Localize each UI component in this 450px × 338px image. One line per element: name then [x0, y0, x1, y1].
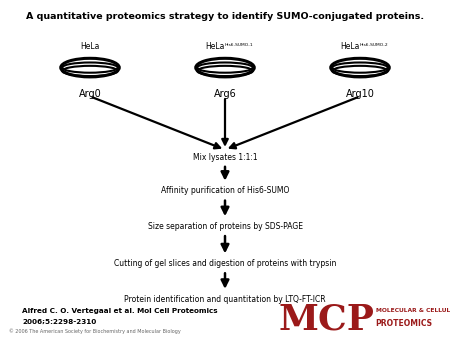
Text: HeLa: HeLa: [341, 42, 360, 51]
Text: His6-SUMO-2: His6-SUMO-2: [360, 43, 389, 47]
Text: Arg0: Arg0: [79, 89, 101, 99]
Text: A quantitative proteomics strategy to identify SUMO-conjugated proteins.: A quantitative proteomics strategy to id…: [26, 12, 424, 21]
Text: © 2006 The American Society for Biochemistry and Molecular Biology: © 2006 The American Society for Biochemi…: [9, 328, 181, 334]
Text: Protein identification and quantitation by LTQ-FT-ICR: Protein identification and quantitation …: [124, 295, 326, 304]
Text: His6-SUMO-1: His6-SUMO-1: [225, 43, 254, 47]
Text: Affinity purification of His6-SUMO: Affinity purification of His6-SUMO: [161, 187, 289, 195]
Text: Arg6: Arg6: [214, 89, 236, 99]
Text: MOLECULAR & CELLULAR: MOLECULAR & CELLULAR: [376, 308, 450, 313]
Text: Alfred C. O. Vertegaal et al. Mol Cell Proteomics: Alfred C. O. Vertegaal et al. Mol Cell P…: [22, 308, 218, 314]
Text: HeLa: HeLa: [80, 42, 100, 51]
Text: Size separation of proteins by SDS-PAGE: Size separation of proteins by SDS-PAGE: [148, 222, 302, 231]
Text: Arg10: Arg10: [346, 89, 374, 99]
Text: HeLa: HeLa: [206, 42, 225, 51]
Text: Cutting of gel slices and digestion of proteins with trypsin: Cutting of gel slices and digestion of p…: [114, 259, 336, 268]
Text: PROTEOMICS: PROTEOMICS: [376, 319, 433, 328]
Text: 2006;5:2298-2310: 2006;5:2298-2310: [22, 319, 97, 325]
Text: Mix lysates 1:1:1: Mix lysates 1:1:1: [193, 153, 257, 162]
Text: MCP: MCP: [279, 303, 375, 336]
